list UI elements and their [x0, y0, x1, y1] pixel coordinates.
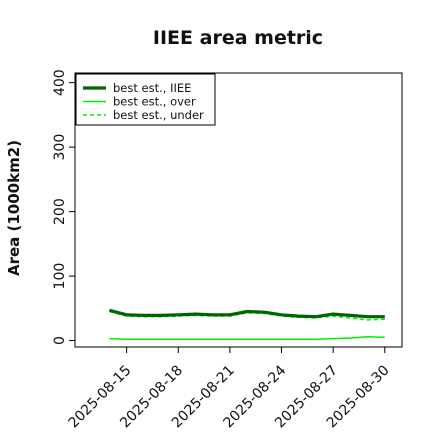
- y-tick-label: 400: [52, 69, 68, 96]
- plot-frame: [74, 72, 403, 348]
- y-tick-label: 0: [52, 336, 68, 345]
- y-tick-label: 100: [52, 263, 68, 290]
- y-axis-label: Area (1000km2): [5, 140, 23, 276]
- legend-box: [75, 73, 216, 126]
- legend-label: best est., under: [113, 108, 204, 122]
- legend-label: best est., over: [113, 95, 196, 109]
- y-tick-label: 300: [52, 134, 68, 161]
- plot-area: 01002003004002025-08-152025-08-182025-08…: [52, 69, 403, 431]
- series-line-1: [108, 308, 385, 319]
- series-line-2: [109, 335, 385, 341]
- y-tick-label: 200: [52, 198, 68, 225]
- legend-label: best est., IIEE: [113, 81, 191, 95]
- chart-title: IIEE area metric: [153, 27, 323, 49]
